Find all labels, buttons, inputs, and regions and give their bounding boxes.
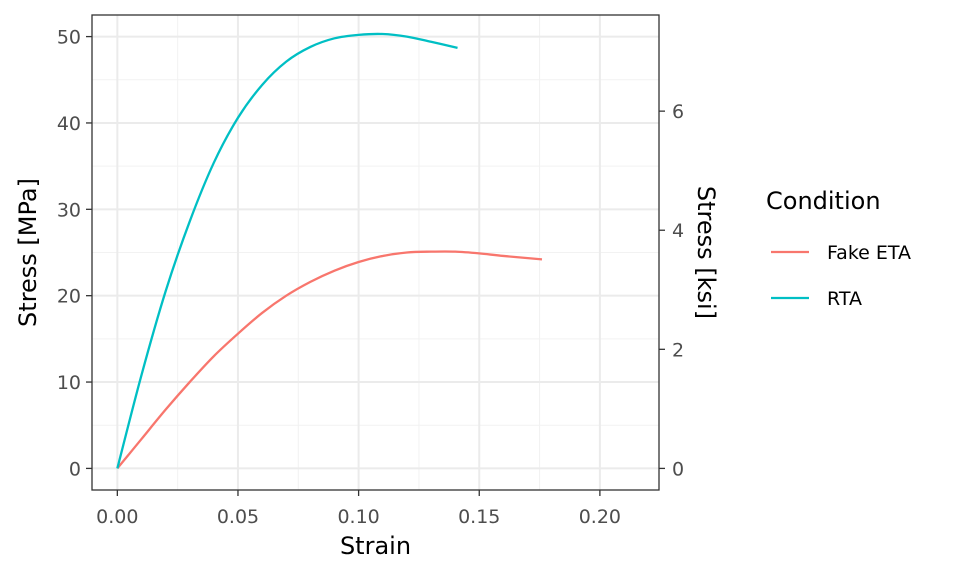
series-line-rta bbox=[116, 32, 458, 469]
y-tick-label: 10 bbox=[57, 372, 81, 394]
axes: 0.00 0.05 0.10 0.15 0.20 0 10 20 30 40 50 0 2 4 6 bbox=[57, 27, 684, 528]
legend-label-fake-eta: Fake ETA bbox=[827, 242, 911, 264]
x-tick-label: 0.15 bbox=[458, 506, 500, 528]
legend-items: Fake ETA RTA bbox=[771, 242, 911, 310]
y2-tick-label: 4 bbox=[672, 220, 684, 242]
y2-axis-title: Stress [ksi] bbox=[692, 186, 720, 319]
y-tick-label: 0 bbox=[69, 458, 81, 480]
y2-tick-label: 0 bbox=[672, 458, 684, 480]
x-tick-label: 0.20 bbox=[579, 506, 621, 528]
y2-tick-label: 2 bbox=[672, 339, 684, 361]
grid bbox=[92, 15, 659, 490]
y-tick-label: 30 bbox=[57, 199, 81, 221]
y-axis-title: Stress [MPa] bbox=[14, 178, 42, 327]
series-layer bbox=[116, 32, 543, 470]
legend-title: Condition bbox=[766, 187, 881, 215]
x-tick-label: 0.10 bbox=[337, 506, 379, 528]
legend-label-rta: RTA bbox=[827, 288, 862, 310]
series-line-fake-eta bbox=[116, 250, 543, 470]
x-axis-title: Strain bbox=[340, 532, 411, 560]
y2-tick-label: 6 bbox=[672, 101, 684, 123]
legend: Condition Fake ETA RTA bbox=[766, 187, 911, 310]
y-tick-label: 20 bbox=[57, 286, 81, 308]
x-tick-label: 0.05 bbox=[217, 506, 259, 528]
y-tick-label: 50 bbox=[57, 27, 81, 49]
plot-border bbox=[91, 14, 660, 491]
x-tick-label: 0.00 bbox=[96, 506, 138, 528]
y-tick-label: 40 bbox=[57, 113, 81, 135]
